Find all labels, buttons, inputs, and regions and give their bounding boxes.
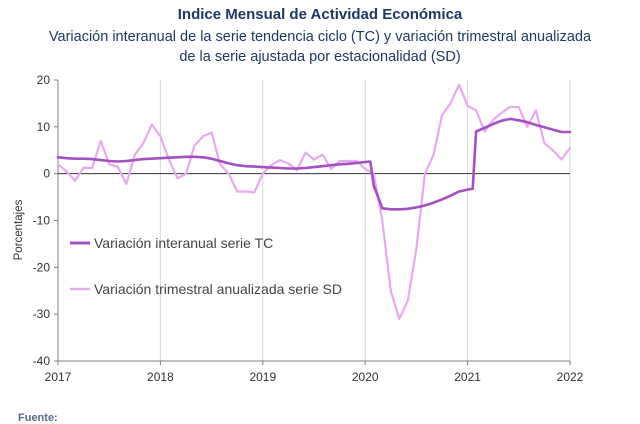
chart-subtitle: Variación interanual de la serie tendenc… [0, 27, 640, 67]
y-tick-label: 10 [37, 120, 51, 134]
y-tick-label: -30 [33, 307, 51, 321]
chart-subtitle-line-1: Variación interanual de la serie tendenc… [48, 29, 592, 45]
series-line-sd [56, 83, 572, 320]
x-tick-label: 2017 [45, 370, 72, 384]
x-tick-label: 2022 [557, 370, 584, 384]
gridlines [57, 80, 571, 361]
chart-title: Indice Mensual de Actividad Económica [177, 6, 463, 23]
y-tick-label: -20 [33, 260, 51, 274]
y-tick-label: 20 [37, 73, 51, 87]
y-axis-label: Porcentajes [13, 199, 25, 260]
chart-subtitle-line-2: de la serie ajustada por estacionalidad … [179, 49, 461, 65]
y-tick-label: -10 [33, 214, 51, 228]
y-tick-label: 0 [43, 167, 50, 181]
y-tick-label: -40 [33, 354, 51, 368]
source-label: Fuente: [18, 412, 58, 424]
legend-entry-label: Variación interanual serie TC [94, 235, 273, 251]
x-tick-label: 2019 [249, 370, 276, 384]
axes: 20 10 0 -10 -20 -30 -40 2017 2018 2019 2020 2021 202… [33, 73, 584, 384]
x-tick-label: 2020 [352, 370, 379, 384]
x-tick-label: 2018 [147, 370, 174, 384]
x-tick-label: 2021 [454, 370, 481, 384]
series-lines [56, 83, 572, 320]
legend: Variación interanual serie TC Variación t… [70, 235, 342, 297]
series-line-tc [56, 117, 572, 211]
legend-entry-label: Variación trimestral anualizada serie SD [94, 281, 342, 297]
